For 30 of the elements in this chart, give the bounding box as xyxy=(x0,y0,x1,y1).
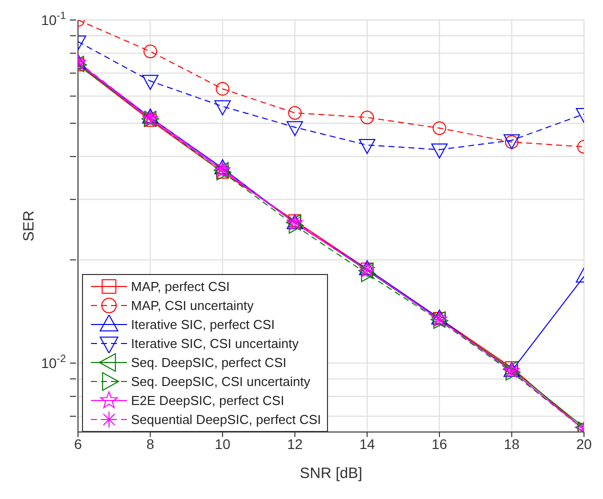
point xyxy=(286,121,304,136)
legend-label: Seq. DeepSIC, perfect CSI xyxy=(131,355,286,370)
y-tick-label: 10$^{-1}$ xyxy=(41,10,66,28)
x-tick-label: 6 xyxy=(74,436,82,452)
legend-label: MAP, CSI uncertainty xyxy=(131,298,254,313)
x-tick-label: 8 xyxy=(146,436,154,452)
point xyxy=(142,74,158,90)
x-tick-label: 10 xyxy=(214,436,231,452)
point xyxy=(358,138,376,154)
point xyxy=(360,110,374,124)
x-tick-label: 14 xyxy=(359,436,376,452)
legend-label: Seq. DeepSIC, CSI uncertainty xyxy=(131,374,310,389)
point xyxy=(288,217,304,234)
x-tick-label: 12 xyxy=(287,436,303,452)
x-axis-title: SNR [dB] xyxy=(300,465,362,482)
point xyxy=(432,121,446,135)
legend-label: Iterative SIC, CSI uncertainty xyxy=(131,336,299,351)
y-axis-title: SER xyxy=(20,210,38,242)
legend-label: E2E DeepSIC, perfect CSI xyxy=(131,393,284,408)
legend-label: MAP, perfect CSI xyxy=(131,279,230,294)
point xyxy=(288,106,302,120)
x-tick-label: 16 xyxy=(432,436,448,452)
legend-label: Sequential DeepSIC, perfect CSI xyxy=(131,412,322,427)
point xyxy=(216,82,230,96)
x-tick-label: 18 xyxy=(504,436,520,452)
point xyxy=(214,100,231,116)
legend-label: Iterative SIC, perfect CSI xyxy=(131,317,275,332)
y-tick-label: 10$^{-2}$ xyxy=(41,353,66,372)
x-tick-label: 20 xyxy=(576,436,592,452)
point xyxy=(143,44,158,58)
